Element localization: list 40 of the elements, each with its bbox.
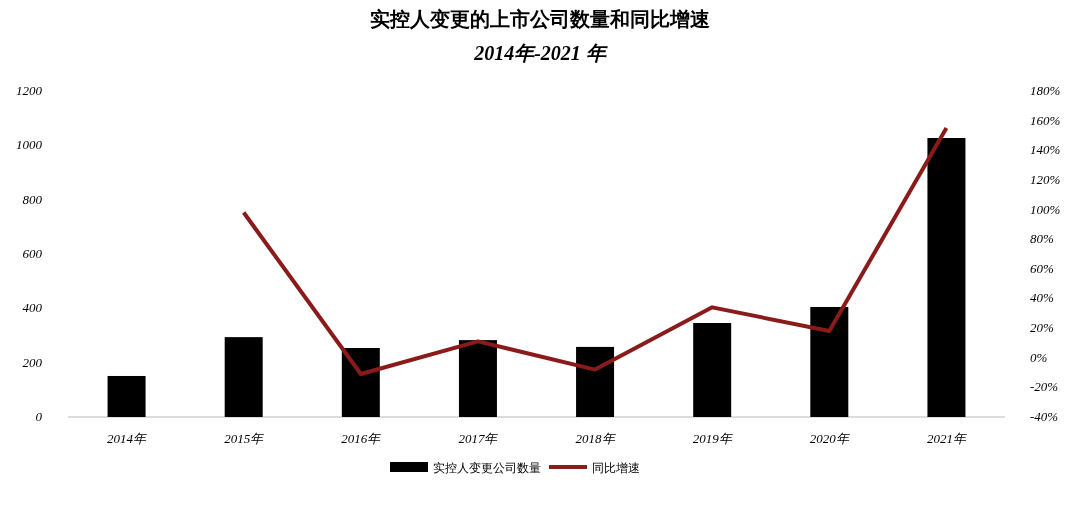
chart-title: 实控人变更的上市公司数量和同比增速 [370,8,710,30]
legend-label: 实控人变更公司数量 [433,461,541,475]
y-tick-label: 600 [22,246,43,261]
y-tick-label: 200 [22,354,43,370]
y2-tick-label: 80% [1030,231,1054,247]
y2-tick-label: 0% [1030,349,1048,365]
legend-label: 同比增速 [592,461,640,475]
bar [927,138,966,417]
bar [107,375,146,417]
y-tick-label: 1200 [16,83,43,98]
bar [576,346,615,417]
y2-tick-label: 60% [1030,260,1054,276]
y2-tick-label: 160% [1030,112,1061,128]
y-tick-label: 400 [22,300,43,316]
x-tick-label: 2019年 [692,431,733,446]
y2-tick-label: 120% [1030,171,1061,187]
x-tick-label: 2016年 [341,431,382,446]
x-tick-label: 2015年 [224,431,265,446]
x-tick-label: 2020年 [809,431,850,446]
bar [458,340,497,417]
x-tick-label: 2017年 [458,431,499,446]
y2-tick-label: 20% [1030,320,1054,336]
x-tick-label: 2021年 [926,431,967,446]
y2-tick-label: 40% [1030,290,1054,306]
x-tick-label: 2018年 [575,431,616,446]
y-tick-label: 800 [22,191,43,207]
x-tick-label: 2014年 [107,431,148,446]
y2-tick-label: -40% [1030,409,1059,424]
y2-tick-label: 140% [1030,142,1061,158]
bar [341,348,380,417]
bar [693,323,732,417]
chart-subtitle: 2014年-2021 年 [473,42,608,64]
y2-tick-label: 100% [1030,201,1061,217]
line-series [241,126,949,377]
bar [224,337,263,417]
y2-tick-label: 180% [1030,83,1061,98]
y-tick-label: 1000 [16,137,43,153]
y2-tick-label: -20% [1030,379,1059,395]
bar [810,306,849,417]
y-tick-label: 0 [35,409,43,424]
